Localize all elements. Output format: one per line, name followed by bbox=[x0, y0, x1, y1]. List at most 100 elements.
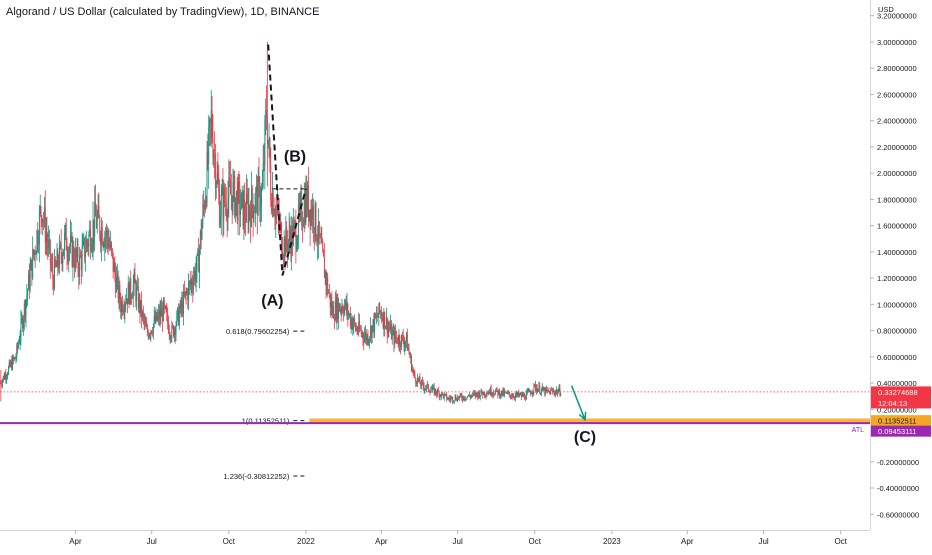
candle-body bbox=[407, 334, 408, 351]
candle-body bbox=[516, 393, 517, 395]
candle-body bbox=[375, 314, 376, 318]
wave-label: (B) bbox=[284, 148, 306, 165]
candle-body bbox=[137, 286, 138, 288]
candle-body bbox=[5, 374, 6, 378]
candle-body bbox=[97, 217, 98, 228]
candle-body bbox=[364, 336, 365, 341]
candle-body bbox=[363, 338, 364, 342]
candle-body bbox=[98, 206, 99, 217]
candle-body bbox=[554, 393, 555, 394]
candle-body bbox=[354, 319, 355, 324]
candle-body bbox=[326, 278, 327, 286]
candle-body bbox=[508, 392, 509, 393]
candle-body bbox=[33, 250, 34, 256]
candle-body bbox=[285, 239, 286, 256]
candle-body bbox=[67, 255, 68, 260]
y-tick-label: 1.40000000 bbox=[877, 248, 917, 257]
candle-body bbox=[207, 151, 208, 163]
candle-body bbox=[235, 198, 236, 216]
candle-body bbox=[174, 329, 175, 336]
candle-body bbox=[358, 321, 359, 332]
candle-body bbox=[214, 154, 215, 155]
candle-body bbox=[121, 301, 122, 312]
y-tick-label: -0.20000000 bbox=[877, 458, 919, 467]
candle-body bbox=[476, 393, 477, 394]
candle-body bbox=[113, 253, 114, 272]
candle-body bbox=[46, 234, 47, 243]
fib-level-label: 1(0.11352511) bbox=[242, 417, 290, 426]
candle-body bbox=[196, 270, 197, 281]
candle-body bbox=[266, 110, 267, 116]
candle-body bbox=[322, 241, 323, 250]
candle-body bbox=[254, 210, 255, 213]
candle-body bbox=[176, 312, 177, 325]
candle-body bbox=[301, 199, 302, 226]
candle-body bbox=[105, 236, 106, 237]
candle-body bbox=[443, 394, 444, 398]
candle-body bbox=[396, 337, 397, 338]
candle-body bbox=[52, 265, 53, 266]
candle-body bbox=[513, 396, 514, 397]
candle-body bbox=[190, 282, 191, 285]
candle-body bbox=[194, 270, 195, 279]
candle-body bbox=[35, 251, 36, 255]
candle-body bbox=[147, 328, 148, 333]
candle-body bbox=[290, 229, 291, 239]
candle-body bbox=[159, 311, 160, 319]
candle-body bbox=[263, 163, 264, 186]
candle-body bbox=[269, 138, 270, 166]
candle-body bbox=[511, 397, 512, 398]
candle-body bbox=[124, 304, 125, 311]
candle-body bbox=[233, 175, 234, 182]
candle-body bbox=[512, 396, 513, 397]
candle-body bbox=[28, 274, 29, 290]
candle-body bbox=[245, 219, 246, 222]
candle-body bbox=[458, 397, 459, 399]
candle-body bbox=[514, 397, 515, 398]
candle-body bbox=[497, 388, 498, 390]
candle-body bbox=[300, 199, 301, 202]
candle-body bbox=[270, 166, 271, 200]
candle-body bbox=[63, 250, 64, 255]
candle-body bbox=[218, 183, 219, 192]
candle-body bbox=[93, 220, 94, 244]
candle-body bbox=[26, 300, 27, 315]
candle-body bbox=[374, 314, 375, 332]
candle-body bbox=[521, 393, 522, 396]
candle-body bbox=[418, 378, 419, 380]
candle-body bbox=[367, 335, 368, 340]
candle-body bbox=[30, 270, 31, 289]
candle-body bbox=[399, 336, 400, 344]
candle-body bbox=[501, 391, 502, 396]
candle-body bbox=[87, 240, 88, 243]
candle-body bbox=[43, 219, 44, 220]
candle-body bbox=[36, 231, 37, 253]
candle-body bbox=[323, 250, 324, 256]
candle-body bbox=[538, 389, 539, 392]
candle-body bbox=[75, 249, 76, 268]
candle-body bbox=[114, 263, 115, 272]
candle-body bbox=[399, 336, 400, 345]
candle-body bbox=[321, 241, 322, 243]
candle-body bbox=[78, 268, 79, 276]
candle-body bbox=[527, 391, 528, 393]
candle-body bbox=[465, 399, 466, 400]
candle-body bbox=[31, 260, 32, 278]
candle-body bbox=[38, 244, 39, 245]
candle-body bbox=[442, 393, 443, 395]
candle-body bbox=[209, 120, 210, 128]
candle-body bbox=[90, 229, 91, 251]
x-tick-label: Jul bbox=[758, 537, 768, 546]
candle-body bbox=[237, 191, 238, 220]
candle-body bbox=[53, 280, 54, 289]
candle-body bbox=[275, 209, 276, 219]
candle-body bbox=[317, 242, 318, 243]
candle-body bbox=[433, 387, 434, 388]
candle-body bbox=[298, 206, 299, 238]
candle-body bbox=[456, 397, 457, 400]
candle-body bbox=[271, 201, 272, 212]
candle-body bbox=[104, 237, 105, 247]
candle-body bbox=[352, 319, 353, 329]
